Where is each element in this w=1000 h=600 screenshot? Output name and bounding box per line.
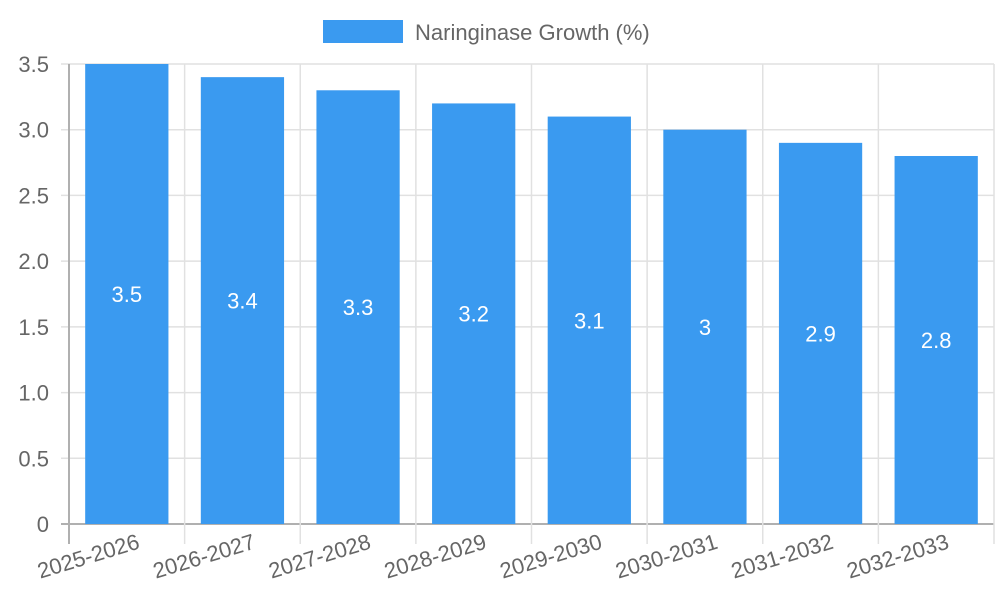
y-tick-label: 0.5: [18, 446, 49, 471]
y-tick-label: 3.5: [18, 52, 49, 77]
legend-swatch: [323, 20, 403, 43]
x-tick-label: 2025-2026: [34, 529, 142, 584]
bar[interactable]: [200, 77, 285, 525]
x-tick-label: 2027-2028: [266, 529, 374, 584]
bar-value-label: 3: [699, 315, 711, 340]
bar-value-label: 3.1: [574, 308, 605, 333]
bar[interactable]: [778, 142, 863, 524]
x-tick-label: 2032-2033: [844, 529, 952, 584]
bars: 3.5 3.4 3.3 3.2 3.1 3 2.9 2.8: [85, 64, 978, 525]
bar[interactable]: [663, 129, 747, 524]
x-axis: 2025-2026 2026-2027 2027-2028 2028-2029 2029…: [34, 529, 951, 584]
y-tick-label: 0: [37, 512, 49, 537]
y-axis: 0 0.5 1.0 1.5 2.0 2.5 3.0 3.5: [18, 52, 49, 537]
x-tick-label: 2028-2029: [381, 529, 489, 584]
y-tick-label: 3.0: [18, 118, 49, 143]
bar[interactable]: [547, 116, 631, 525]
y-tick-label: 2.5: [18, 183, 49, 208]
legend-label: Naringinase Growth (%): [415, 20, 650, 45]
x-tick-label: 2030-2031: [612, 529, 720, 584]
bar-value-label: 2.9: [805, 321, 836, 346]
bar-value-label: 3.5: [112, 282, 143, 307]
bar[interactable]: [894, 156, 978, 524]
bar[interactable]: [432, 103, 516, 524]
y-tick-label: 2.0: [18, 249, 49, 274]
x-tick-label: 2031-2032: [728, 529, 836, 584]
x-tick-label: 2026-2027: [150, 529, 258, 584]
bar-value-label: 3.2: [458, 302, 489, 327]
y-tick-label: 1.5: [18, 315, 49, 340]
bar[interactable]: [316, 90, 400, 525]
bar-value-label: 3.3: [343, 295, 374, 320]
bar-value-label: 3.4: [227, 289, 258, 314]
y-tick-label: 1.0: [18, 381, 49, 406]
legend[interactable]: Naringinase Growth (%): [323, 20, 650, 45]
x-tick-label: 2029-2030: [497, 529, 605, 584]
bar[interactable]: [85, 64, 169, 524]
bar-value-label: 2.8: [921, 328, 952, 353]
